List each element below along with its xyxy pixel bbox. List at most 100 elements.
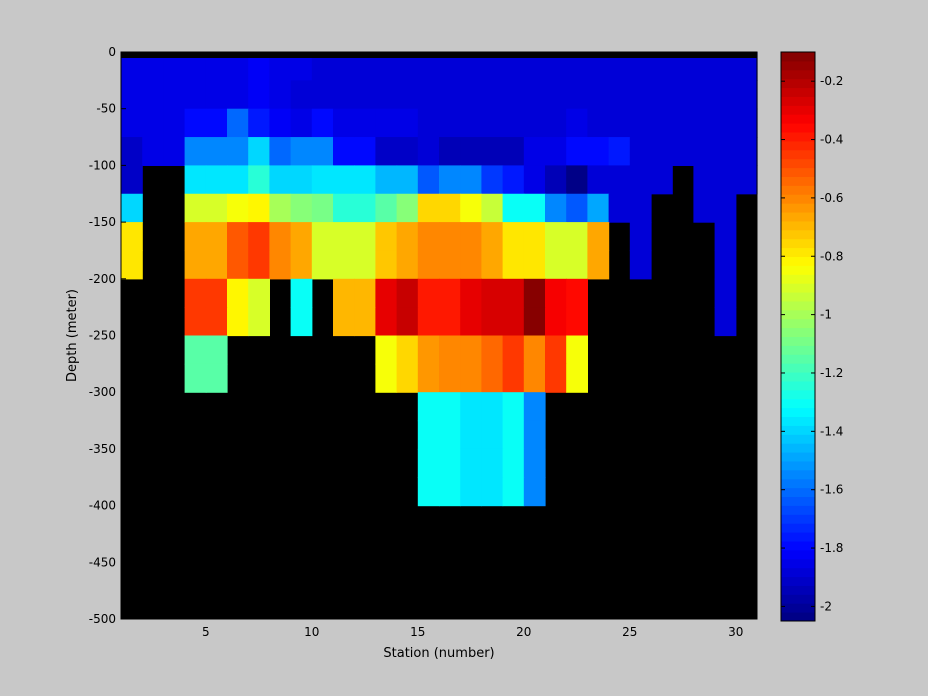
heatmap-cell xyxy=(545,137,567,166)
heatmap-cell xyxy=(396,165,419,195)
heatmap-cell xyxy=(227,222,249,252)
heatmap-cell xyxy=(566,335,588,365)
heatmap-cell xyxy=(439,137,461,166)
heatmap-cell xyxy=(460,477,482,507)
heatmap-cell xyxy=(396,307,419,337)
colorbar-band xyxy=(781,532,815,542)
colorbar-tick-label: -1 xyxy=(820,308,832,322)
heatmap-cell xyxy=(269,222,292,252)
colorbar-band xyxy=(781,185,815,195)
heatmap-cell xyxy=(714,108,737,138)
heatmap-cell xyxy=(566,52,588,81)
heatmap-cell xyxy=(502,363,525,393)
colorbar-tick-label: -0.6 xyxy=(820,191,843,205)
colorbar-band xyxy=(781,345,815,355)
heatmap-cell xyxy=(502,392,525,422)
heatmap-cell xyxy=(502,52,525,81)
heatmap-cell xyxy=(439,307,461,337)
heatmap-cell xyxy=(502,420,525,450)
heatmap-cell xyxy=(311,250,334,280)
colorbar-band xyxy=(781,363,815,373)
colorbar-band xyxy=(781,132,815,142)
heatmap-cell xyxy=(714,222,737,252)
heatmap-cell xyxy=(439,477,461,507)
heatmap-cell xyxy=(735,108,758,138)
heatmap-cell xyxy=(481,307,504,337)
heatmap-cell xyxy=(502,108,525,138)
colorbar-band xyxy=(781,60,815,71)
y-tick-label: -100 xyxy=(89,158,116,172)
y-tick-label: 0 xyxy=(108,45,116,59)
heatmap-cell xyxy=(184,80,207,110)
heatmap-cell xyxy=(269,108,292,138)
colorbar-band xyxy=(781,452,815,462)
heatmap-cell xyxy=(333,108,355,138)
heatmap-cell xyxy=(184,165,207,195)
heatmap-cell xyxy=(184,278,207,308)
colorbar: -0.2 -0.4 -0.6 -0.8 -1 -1.2 -1.4 -1.6 -1.8 -2 xyxy=(780,51,843,622)
heatmap-cell xyxy=(205,307,228,337)
colorbar-band xyxy=(781,247,815,257)
heatmap-cell xyxy=(714,52,737,81)
colorbar-band xyxy=(781,265,815,275)
colorbar-band xyxy=(781,416,815,426)
heatmap-cell xyxy=(587,193,610,223)
heatmap-cell xyxy=(163,52,186,81)
heatmap-cell xyxy=(460,392,482,422)
heatmap-cell xyxy=(672,137,694,166)
heatmap-cell xyxy=(269,80,292,110)
heatmap-cell xyxy=(460,137,482,166)
heatmap-cell xyxy=(142,80,164,110)
heatmap-cell xyxy=(163,137,186,166)
heatmap-cell xyxy=(735,137,758,166)
heatmap-cell xyxy=(163,80,186,110)
heatmap-cell xyxy=(121,165,143,195)
heatmap-cell xyxy=(629,165,652,195)
heatmap-cell xyxy=(269,165,292,195)
heatmap-cell xyxy=(608,193,631,223)
heatmap-cell xyxy=(354,52,376,81)
heatmap-cell xyxy=(629,193,652,223)
heatmap-cell xyxy=(523,137,546,166)
heatmap-cell xyxy=(566,307,588,337)
heatmap-cell xyxy=(417,335,440,365)
heatmap-cell xyxy=(121,80,143,110)
heatmap-cell xyxy=(375,52,398,81)
heatmap-cell xyxy=(354,80,376,110)
heatmap-cell xyxy=(290,52,313,81)
y-tick-label: -150 xyxy=(89,215,116,229)
colorbar-tick-label: -1.6 xyxy=(820,483,843,497)
heatmap-cell xyxy=(417,193,440,223)
heatmap-cell xyxy=(651,80,673,110)
heatmap-cell xyxy=(545,222,567,252)
heatmap-cell xyxy=(629,250,652,280)
heatmap-cell xyxy=(417,278,440,308)
plot-area xyxy=(120,51,758,620)
heatmap-cell xyxy=(417,165,440,195)
heatmap-cell xyxy=(714,137,737,166)
heatmap-cell xyxy=(502,193,525,223)
colorbar-band xyxy=(781,469,815,480)
heatmap-cell xyxy=(460,335,482,365)
heatmap-cell xyxy=(460,108,482,138)
heatmap-cell xyxy=(205,52,228,81)
colorbar-band xyxy=(781,558,815,569)
heatmap-cell xyxy=(439,335,461,365)
heatmap-cell xyxy=(184,363,207,393)
heatmap-cell xyxy=(205,108,228,138)
heatmap-cell xyxy=(333,250,355,280)
heatmap-cell xyxy=(184,250,207,280)
heatmap-cell xyxy=(205,165,228,195)
heatmap-cell xyxy=(439,80,461,110)
heatmap-cell xyxy=(545,363,567,393)
heatmap-cell xyxy=(439,222,461,252)
heatmap-cell xyxy=(545,108,567,138)
heatmap-cell xyxy=(608,137,631,166)
heatmap-cell xyxy=(439,250,461,280)
heatmap-cell xyxy=(184,193,207,223)
colorbar-ticks: -0.2 -0.4 -0.6 -0.8 -1 -1.2 -1.4 -1.6 -1.8 -2 xyxy=(781,74,843,613)
heatmap-cell xyxy=(142,137,164,166)
heatmap-cell xyxy=(566,137,588,166)
heatmap-cell xyxy=(121,193,143,223)
heatmap-cell xyxy=(375,278,398,308)
